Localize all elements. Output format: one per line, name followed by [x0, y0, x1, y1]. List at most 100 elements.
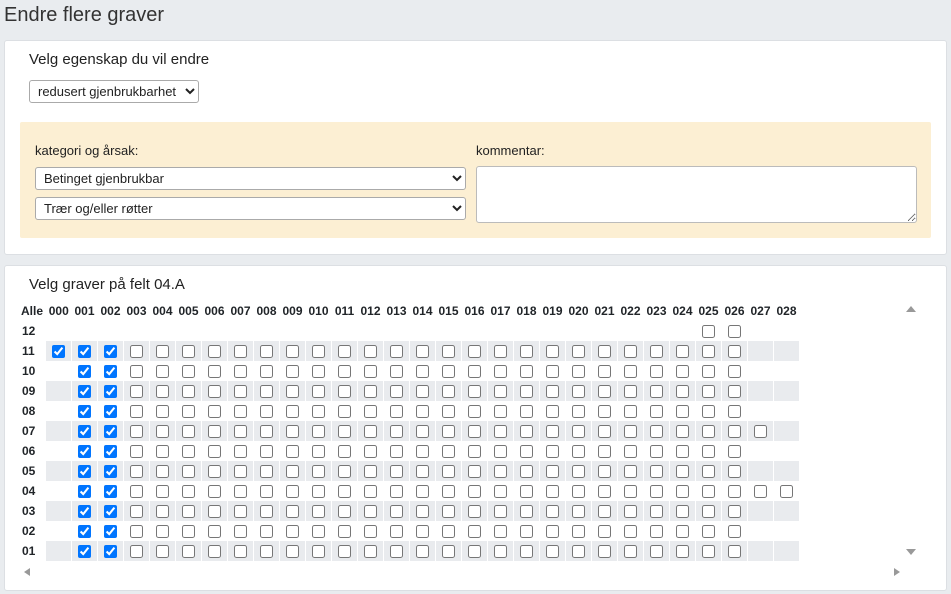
grave-checkbox[interactable]	[208, 525, 221, 539]
grave-checkbox[interactable]	[468, 545, 481, 559]
cause-select[interactable]: Trær og/eller røtter	[35, 197, 466, 220]
grave-checkbox[interactable]	[468, 405, 481, 419]
grave-checkbox[interactable]	[260, 545, 273, 559]
grave-checkbox[interactable]	[624, 545, 637, 559]
grave-checkbox[interactable]	[598, 425, 611, 439]
grave-checkbox[interactable]	[442, 345, 455, 359]
column-header[interactable]: 025	[698, 304, 719, 318]
grave-checkbox[interactable]	[598, 445, 611, 459]
scroll-up[interactable]	[906, 306, 916, 312]
grave-checkbox[interactable]	[598, 505, 611, 519]
grave-checkbox[interactable]	[598, 485, 611, 499]
row-header[interactable]: 06	[22, 444, 36, 458]
grave-checkbox[interactable]	[208, 485, 221, 499]
grave-checkbox[interactable]	[754, 485, 767, 499]
grave-checkbox[interactable]	[728, 365, 741, 379]
grave-checkbox[interactable]	[598, 345, 611, 359]
grave-checkbox[interactable]	[390, 385, 403, 399]
grave-checkbox[interactable]	[364, 545, 377, 559]
grave-checkbox[interactable]	[520, 485, 533, 499]
grave-checkbox[interactable]	[494, 465, 507, 479]
grave-checkbox[interactable]	[624, 445, 637, 459]
grave-checkbox[interactable]	[182, 545, 195, 559]
grave-checkbox[interactable]	[728, 345, 741, 359]
grave-checkbox[interactable]	[52, 345, 65, 359]
column-header[interactable]: 021	[594, 304, 615, 318]
grave-checkbox[interactable]	[390, 525, 403, 539]
grave-checkbox[interactable]	[260, 405, 273, 419]
grave-checkbox[interactable]	[780, 485, 793, 499]
row-header[interactable]: 11	[22, 344, 35, 358]
grave-checkbox[interactable]	[728, 465, 741, 479]
grave-checkbox[interactable]	[338, 425, 351, 439]
grave-checkbox[interactable]	[520, 385, 533, 399]
grave-checkbox[interactable]	[468, 445, 481, 459]
grave-checkbox[interactable]	[338, 345, 351, 359]
grave-checkbox[interactable]	[624, 525, 637, 539]
grave-checkbox[interactable]	[416, 445, 429, 459]
grave-checkbox[interactable]	[286, 405, 299, 419]
grave-checkbox[interactable]	[156, 485, 169, 499]
comment-input[interactable]	[476, 166, 917, 223]
grave-checkbox[interactable]	[390, 545, 403, 559]
grave-checkbox[interactable]	[572, 445, 585, 459]
grave-checkbox[interactable]	[364, 365, 377, 379]
column-header[interactable]: 023	[646, 304, 667, 318]
grave-checkbox[interactable]	[728, 405, 741, 419]
grave-checkbox[interactable]	[520, 345, 533, 359]
grave-checkbox[interactable]	[572, 485, 585, 499]
grave-checkbox[interactable]	[572, 525, 585, 539]
grave-checkbox[interactable]	[286, 385, 299, 399]
grave-checkbox[interactable]	[442, 545, 455, 559]
grave-checkbox[interactable]	[260, 465, 273, 479]
grave-checkbox[interactable]	[676, 465, 689, 479]
grave-checkbox[interactable]	[728, 445, 741, 459]
grave-checkbox[interactable]	[416, 525, 429, 539]
column-header[interactable]: 027	[750, 304, 771, 318]
grave-checkbox[interactable]	[546, 505, 559, 519]
grave-checkbox[interactable]	[312, 545, 325, 559]
grave-checkbox[interactable]	[130, 385, 143, 399]
grave-checkbox[interactable]	[702, 545, 715, 559]
grave-checkbox[interactable]	[78, 485, 91, 499]
grave-checkbox[interactable]	[104, 405, 117, 419]
grave-checkbox[interactable]	[338, 465, 351, 479]
grave-checkbox[interactable]	[286, 365, 299, 379]
grave-checkbox[interactable]	[104, 505, 117, 519]
grave-checkbox[interactable]	[416, 505, 429, 519]
column-header[interactable]: 002	[100, 304, 121, 318]
grave-checkbox[interactable]	[676, 385, 689, 399]
grave-checkbox[interactable]	[260, 365, 273, 379]
grave-checkbox[interactable]	[416, 485, 429, 499]
scroll-down[interactable]	[906, 549, 916, 555]
grave-checkbox[interactable]	[78, 345, 91, 359]
grave-checkbox[interactable]	[182, 525, 195, 539]
grave-checkbox[interactable]	[104, 345, 117, 359]
grave-checkbox[interactable]	[520, 445, 533, 459]
grave-checkbox[interactable]	[130, 525, 143, 539]
grave-checkbox[interactable]	[546, 445, 559, 459]
grave-checkbox[interactable]	[442, 465, 455, 479]
grave-checkbox[interactable]	[468, 365, 481, 379]
grave-checkbox[interactable]	[728, 545, 741, 559]
grave-checkbox[interactable]	[416, 405, 429, 419]
grave-checkbox[interactable]	[234, 425, 247, 439]
grave-checkbox[interactable]	[104, 485, 117, 499]
grave-checkbox[interactable]	[156, 525, 169, 539]
grave-checkbox[interactable]	[130, 405, 143, 419]
grave-checkbox[interactable]	[494, 505, 507, 519]
grave-checkbox[interactable]	[468, 485, 481, 499]
grave-checkbox[interactable]	[208, 425, 221, 439]
grave-checkbox[interactable]	[208, 445, 221, 459]
grave-checkbox[interactable]	[208, 465, 221, 479]
grave-checkbox[interactable]	[260, 425, 273, 439]
row-header[interactable]: 05	[22, 464, 36, 478]
grave-checkbox[interactable]	[390, 405, 403, 419]
grave-checkbox[interactable]	[338, 405, 351, 419]
grave-checkbox[interactable]	[78, 365, 91, 379]
grave-checkbox[interactable]	[130, 465, 143, 479]
grave-checkbox[interactable]	[130, 425, 143, 439]
grave-checkbox[interactable]	[598, 465, 611, 479]
grave-checkbox[interactable]	[390, 505, 403, 519]
grave-checkbox[interactable]	[598, 365, 611, 379]
